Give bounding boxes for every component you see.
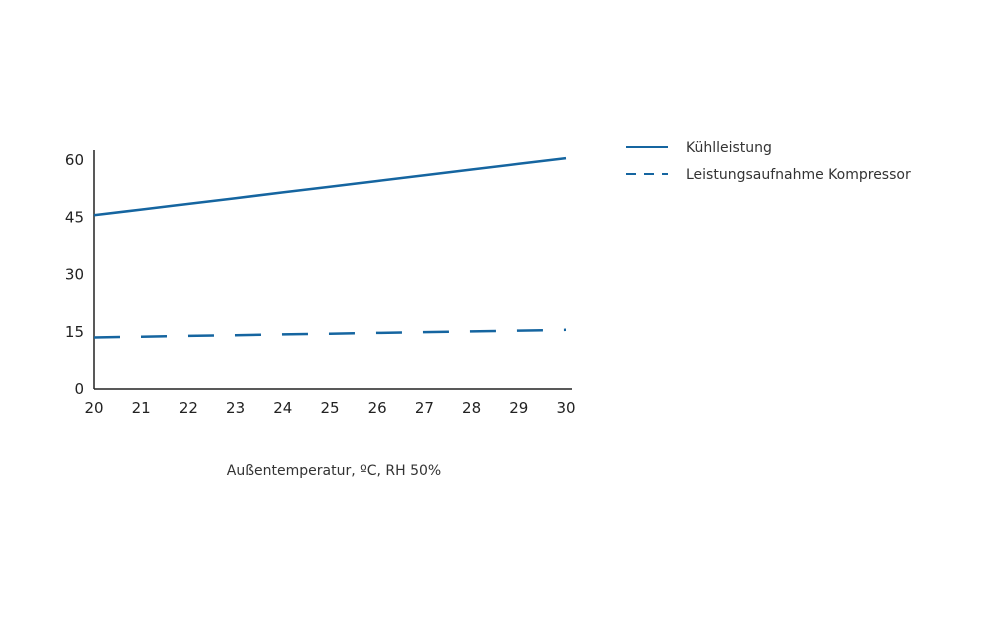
legend: Kühlleistung Leistungsaufnahme Kompressor [626, 140, 911, 183]
legend-label: Leistungsaufnahme Kompressor [686, 167, 911, 183]
y-tick-label: 30 [65, 266, 84, 284]
x-tick-label: 27 [415, 399, 434, 417]
x-tick-label: 28 [462, 399, 481, 417]
x-axis-title: Außentemperatur, ºC, RH 50% [227, 463, 441, 479]
y-tick-label: 0 [74, 380, 84, 398]
x-tick-label: 24 [273, 399, 292, 417]
x-tick-label: 20 [84, 399, 103, 417]
y-tick-label: 60 [65, 151, 84, 169]
x-tick-label: 21 [132, 399, 151, 417]
x-tick-label: 22 [179, 399, 198, 417]
x-tick-label: 30 [556, 399, 575, 417]
y-tick-label: 15 [65, 323, 84, 341]
series-lines [93, 156, 567, 339]
x-tick-label: 25 [320, 399, 339, 417]
series-line-1 [93, 156, 567, 217]
tick-labels: 0 15 30 45 60 20 21 22 23 24 25 26 27 28 29 30 [65, 151, 576, 417]
x-tick-label: 26 [368, 399, 387, 417]
legend-label: Kühlleistung [686, 140, 772, 156]
axes [93, 150, 572, 390]
x-tick-label: 23 [226, 399, 245, 417]
series-line-2 [93, 328, 567, 339]
x-tick-label: 29 [509, 399, 528, 417]
y-tick-label: 45 [65, 208, 84, 226]
